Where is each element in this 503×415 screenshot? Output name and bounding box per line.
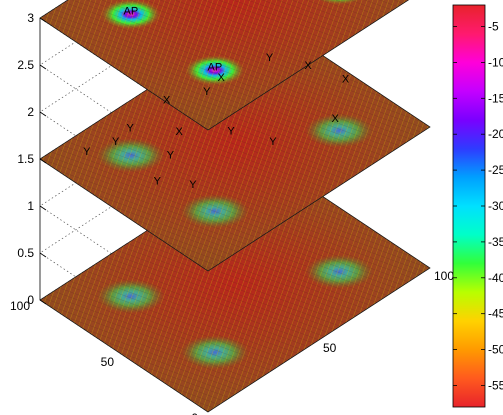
z-tick-label: 0.5 <box>17 246 34 260</box>
slice-plane <box>39 0 409 131</box>
colorbar-tick-label: -40 <box>488 271 503 285</box>
marker-label: Y <box>167 149 175 161</box>
colorbar-tick-label: -45 <box>488 307 503 321</box>
colorbar-tick-label: -55 <box>488 378 503 392</box>
z-tick-label: 1.5 <box>17 152 34 166</box>
marker-label: X <box>163 94 171 106</box>
marker-label: Y <box>83 146 91 158</box>
marker-label: X <box>304 60 312 72</box>
x-tick-label: 50 <box>323 341 337 355</box>
z-tick-mark <box>39 17 47 23</box>
marker-label: Y <box>203 86 211 98</box>
marker-label: Y <box>112 136 120 148</box>
marker-label: X <box>176 126 184 138</box>
z-tick-label: 3 <box>27 11 34 25</box>
marker-label: AP <box>123 5 138 17</box>
colorbar-tick-label: -50 <box>488 343 503 357</box>
marker-label: Y <box>154 176 162 188</box>
y-tick-label: 100 <box>10 299 30 313</box>
slice-mesh <box>39 0 409 131</box>
colorbar-tick-label: -5 <box>488 20 499 34</box>
marker-label: Y <box>269 136 277 148</box>
marker-label: Y <box>266 52 274 64</box>
z-tick-label: 1 <box>27 199 34 213</box>
marker-label: AP <box>207 61 222 73</box>
z-tick-mark <box>39 299 47 305</box>
z-tick-mark <box>39 205 47 211</box>
colorbar-tick-label: -35 <box>488 235 503 249</box>
z-tick-mark <box>39 111 47 117</box>
y-tick-label: 0 <box>191 411 198 415</box>
marker-label: Y <box>189 179 197 191</box>
z-tick-mark <box>39 252 47 258</box>
y-tick-label: 50 <box>101 355 115 369</box>
z-tick-label: 2.5 <box>17 58 34 72</box>
colorbar-tick-label: -30 <box>488 199 503 213</box>
marker-layer: APAPAPAPYYYXYXYYXYYYXYXX <box>83 5 350 191</box>
z-tick-mark <box>39 158 47 164</box>
colorbar-scale <box>452 4 486 408</box>
marker-label: X <box>342 73 350 85</box>
colorbar-tick-label: -20 <box>488 127 503 141</box>
marker-label: X <box>332 113 340 125</box>
marker-label: Y <box>126 122 134 134</box>
z-tick-label: 2 <box>27 105 34 119</box>
z-tick-mark <box>39 64 47 70</box>
z-tick-label: 0 <box>27 293 34 307</box>
marker-label: X <box>218 72 226 84</box>
x-tick-label: 100 <box>434 269 454 283</box>
colorbar-tick-label: -10 <box>488 55 503 69</box>
colorbar-tick-label: -15 <box>488 91 503 105</box>
x-tick-label: 0 <box>212 413 219 415</box>
slice-planes <box>39 0 431 413</box>
colorbar-tick-label: -25 <box>488 163 503 177</box>
marker-label: Y <box>227 126 235 138</box>
axis-ticks: 00.511.522.53050100050100 <box>10 11 454 415</box>
colorbar: -5 -10 -15 -20 -25 -30 -35 -40 -45 -50 -55 <box>452 4 503 408</box>
